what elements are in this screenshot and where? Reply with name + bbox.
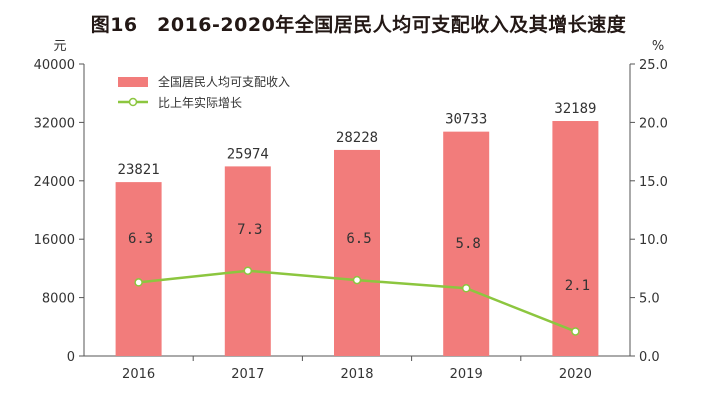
right-axis-unit: % [652, 39, 664, 54]
legend-label-growth: 比上年实际增长 [158, 95, 242, 110]
growth-value-label: 5.8 [456, 236, 481, 252]
x-axis-tick-label: 2019 [450, 367, 483, 382]
left-axis-unit: 元 [53, 39, 66, 54]
chart-title: 图16 2016-2020年全国居民人均可支配收入及其增长速度 [90, 14, 627, 36]
income-bar-value-label: 28228 [336, 130, 378, 146]
right-axis-tick-label: 0.0 [639, 350, 660, 365]
income-bar-value-label: 30733 [445, 112, 487, 128]
income-bar [443, 131, 490, 356]
right-axis-tick-label: 10.0 [639, 233, 668, 248]
income-bar-value-label: 23821 [118, 162, 160, 178]
right-axis-tick-label: 15.0 [639, 175, 668, 190]
growth-value-label: 2.1 [565, 278, 590, 294]
left-axis-tick-label: 24000 [34, 175, 75, 190]
growth-point [243, 266, 253, 275]
right-axis-tick-label: 25.0 [639, 58, 668, 73]
growth-point [461, 284, 471, 293]
left-axis-tick-label: 0 [67, 350, 75, 365]
income-bar-value-label: 32189 [554, 101, 596, 117]
legend-swatch-growth-marker [128, 97, 138, 107]
growth-point [352, 275, 362, 285]
x-axis-tick-label: 2020 [559, 367, 592, 382]
income-bar-value-label: 25974 [227, 146, 269, 162]
income-bar [334, 149, 380, 356]
growth-value-label: 7.3 [237, 222, 262, 238]
left-axis-tick-label: 32000 [34, 116, 75, 131]
legend-label-income: 全国居民人均可支配收入 [158, 74, 290, 89]
income-bar [115, 182, 162, 356]
x-axis-tick-label: 2017 [231, 367, 264, 382]
legend-swatch-income [118, 77, 148, 87]
growth-point [134, 278, 143, 287]
right-axis-tick-label: 5.0 [639, 292, 660, 307]
right-axis-tick-label: 20.0 [639, 116, 668, 131]
growth-value-label: 6.3 [128, 231, 153, 247]
growth-point [571, 327, 580, 336]
left-axis-tick-label: 8000 [42, 292, 75, 307]
x-axis-tick-label: 2016 [122, 367, 155, 382]
growth-value-label: 6.5 [346, 231, 371, 247]
left-axis-tick-label: 16000 [34, 233, 75, 248]
income-bar [552, 121, 599, 357]
left-axis-tick-label: 40000 [34, 58, 75, 73]
income-bar [224, 166, 271, 356]
x-axis-tick-label: 2018 [340, 367, 373, 382]
